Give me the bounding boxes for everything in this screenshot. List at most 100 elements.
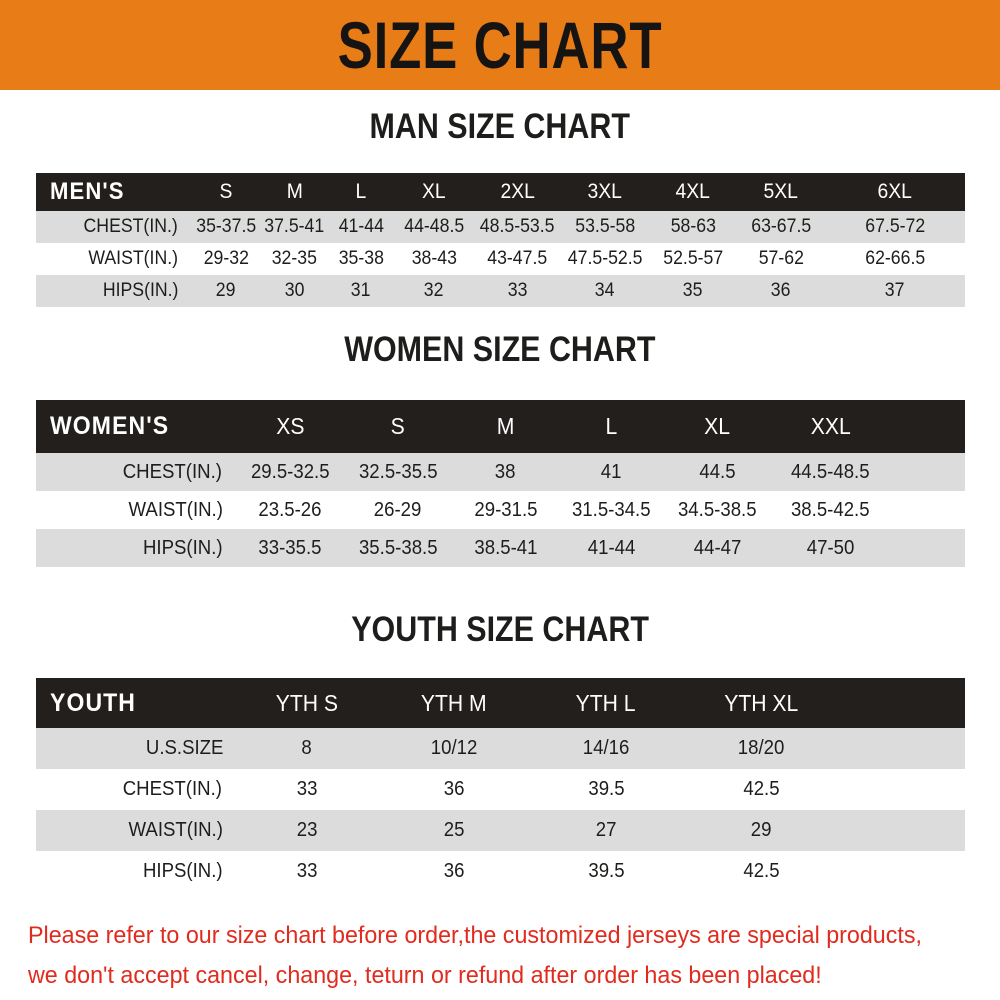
table-cell: 41-44 — [587, 536, 636, 559]
table-cell: 29 — [750, 819, 772, 841]
table-cell: 41 — [601, 460, 622, 483]
youth-row-spacer — [840, 769, 965, 810]
table-cell: 36 — [443, 778, 465, 800]
women-header-spacer — [890, 400, 965, 453]
women-row-label: CHEST(IN.) — [123, 460, 223, 483]
women-corner-label: WOMEN'S — [50, 412, 170, 440]
youth-size-table: YOUTH YTH S YTH M YTH L YTH XL U.S.SIZE … — [36, 678, 965, 892]
table-cell: 39.5 — [587, 860, 625, 882]
table-cell: 27 — [595, 819, 617, 841]
table-cell: 26-29 — [374, 498, 422, 521]
men-table-header-row: MEN'S S M L XL 2XL 3XL 4XL 5XL 6XL — [36, 173, 965, 211]
youth-col-header: YTH S — [275, 689, 339, 716]
table-cell: 30 — [284, 280, 305, 301]
table-cell: 37.5-41 — [264, 216, 325, 237]
youth-header-spacer — [840, 678, 965, 728]
table-cell: 39.5 — [587, 778, 625, 800]
table-cell: 32 — [424, 280, 444, 301]
women-table-header-row: WOMEN'S XS S M L XL XXL — [36, 400, 965, 453]
women-row-spacer — [890, 491, 965, 529]
women-col-header: XS — [275, 413, 305, 439]
women-size-table: WOMEN'S XS S M L XL XXL CHEST(IN.) 29.5-… — [36, 400, 965, 567]
table-cell: 23.5-26 — [258, 498, 322, 521]
men-col-header: 6XL — [877, 180, 913, 203]
table-cell: 58-63 — [670, 216, 716, 237]
table-row: U.S.SIZE 8 10/12 14/16 18/20 — [36, 728, 965, 769]
men-corner-label: MEN'S — [50, 178, 125, 205]
youth-col-header: YTH XL — [723, 689, 799, 716]
table-cell: 34 — [595, 280, 615, 301]
women-col-header: S — [390, 413, 406, 439]
table-cell: 44-48.5 — [404, 216, 464, 237]
table-row: CHEST(IN.) 35-37.5 37.5-41 41-44 44-48.5… — [36, 211, 965, 243]
disclaimer-line-2: we don't accept cancel, change, teturn o… — [28, 962, 822, 989]
men-col-header: 5XL — [763, 180, 799, 203]
table-cell: 35-38 — [338, 248, 384, 269]
men-col-header: S — [219, 180, 233, 203]
table-cell: 38.5-42.5 — [791, 498, 870, 521]
table-cell: 29 — [216, 280, 236, 301]
disclaimer-note: Please refer to our size chart before or… — [28, 916, 980, 996]
women-row-label: HIPS(IN.) — [143, 536, 224, 559]
women-row-spacer — [890, 453, 965, 491]
table-cell: 63-67.5 — [751, 216, 811, 237]
table-cell: 33-35.5 — [258, 536, 322, 559]
table-cell: 35 — [683, 280, 703, 301]
table-cell: 36 — [771, 280, 791, 301]
youth-row-label: CHEST(IN.) — [123, 778, 223, 800]
page-title: SIZE CHART — [337, 8, 663, 82]
table-cell: 33 — [296, 860, 318, 882]
men-col-header: L — [355, 180, 367, 203]
table-cell: 25 — [443, 819, 465, 841]
table-cell: 48.5-53.5 — [480, 216, 555, 237]
table-cell: 14/16 — [582, 737, 630, 759]
women-col-header: L — [605, 413, 618, 439]
table-cell: 42.5 — [742, 860, 780, 882]
table-cell: 32.5-35.5 — [358, 460, 438, 483]
youth-row-label: WAIST(IN.) — [128, 819, 223, 841]
table-cell: 29-32 — [203, 248, 249, 269]
table-cell: 67.5-72 — [865, 216, 925, 237]
table-cell: 35.5-38.5 — [358, 536, 438, 559]
table-row: CHEST(IN.) 29.5-32.5 32.5-35.5 38 41 44.… — [36, 453, 965, 491]
page-banner: SIZE CHART — [0, 0, 1000, 90]
table-cell: 47.5-52.5 — [567, 248, 643, 269]
table-cell: 23 — [296, 819, 318, 841]
table-cell: 57-62 — [758, 248, 804, 269]
youth-row-label: U.S.SIZE — [145, 737, 224, 759]
youth-table-header-row: YOUTH YTH S YTH M YTH L YTH XL — [36, 678, 965, 728]
table-cell: 43-47.5 — [487, 248, 548, 269]
table-cell: 35-37.5 — [196, 216, 256, 237]
table-row: CHEST(IN.) 33 36 39.5 42.5 — [36, 769, 965, 810]
women-row-spacer — [890, 529, 965, 567]
table-cell: 62-66.5 — [865, 248, 925, 269]
table-cell: 37 — [885, 280, 905, 301]
table-cell: 42.5 — [742, 778, 780, 800]
table-cell: 32-35 — [271, 248, 318, 269]
women-row-label: WAIST(IN.) — [128, 498, 223, 521]
table-row: WAIST(IN.) 23.5-26 26-29 29-31.5 31.5-34… — [36, 491, 965, 529]
table-row: HIPS(IN.) 33-35.5 35.5-38.5 38.5-41 41-4… — [36, 529, 965, 567]
men-row-label: CHEST(IN.) — [83, 216, 178, 237]
men-section-title: MAN SIZE CHART — [0, 107, 1000, 147]
men-col-header: M — [286, 180, 303, 203]
table-cell: 52.5-57 — [663, 248, 723, 269]
table-cell: 38 — [495, 460, 516, 483]
table-cell: 44.5 — [699, 460, 736, 483]
table-cell: 38-43 — [411, 248, 457, 269]
table-cell: 44-47 — [693, 536, 742, 559]
men-section-title-text: MAN SIZE CHART — [369, 107, 631, 146]
disclaimer-line-1: Please refer to our size chart before or… — [28, 922, 922, 949]
table-cell: 10/12 — [430, 737, 478, 759]
table-cell: 53.5-58 — [575, 216, 635, 237]
women-section-title: WOMEN SIZE CHART — [0, 330, 1000, 370]
youth-row-label: HIPS(IN.) — [143, 860, 224, 882]
table-cell: 36 — [443, 860, 465, 882]
table-cell: 41-44 — [338, 216, 384, 237]
youth-row-spacer — [840, 810, 965, 851]
table-cell: 31.5-34.5 — [572, 498, 651, 521]
table-cell: 33 — [507, 280, 528, 301]
youth-row-spacer — [840, 851, 965, 892]
youth-col-header: YTH M — [421, 689, 487, 716]
table-row: WAIST(IN.) 29-32 32-35 35-38 38-43 43-47… — [36, 243, 965, 275]
